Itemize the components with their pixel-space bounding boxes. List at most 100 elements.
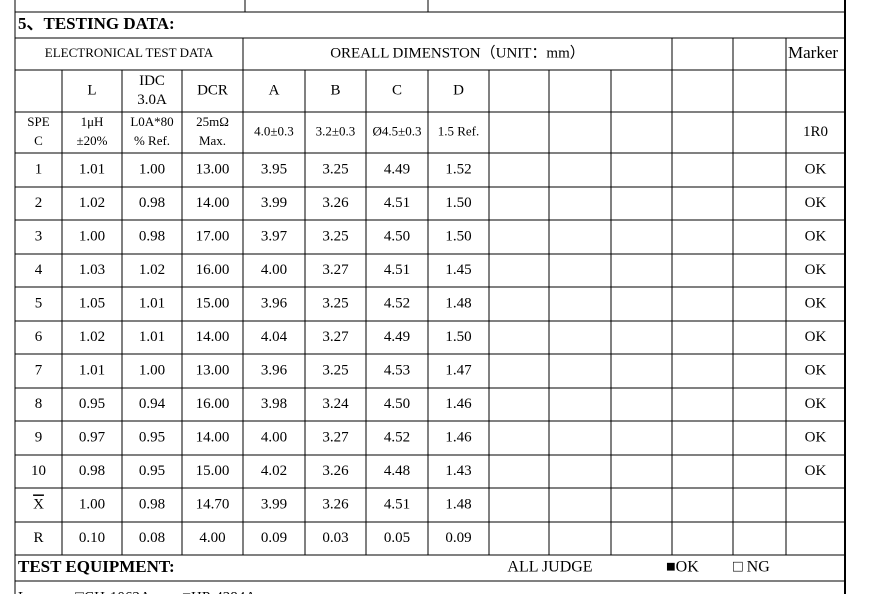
data-cell: 0.03 [322, 530, 348, 546]
row-label: 8 [35, 396, 43, 412]
data-cell: 1.46 [445, 429, 472, 445]
data-cell: 1.01 [139, 295, 165, 311]
spec-cell: % Ref. [134, 133, 170, 148]
spec-label: C [34, 133, 43, 148]
data-cell: 4.52 [384, 295, 410, 311]
marker-cell: OK [805, 429, 827, 445]
data-cell: 0.95 [139, 429, 165, 445]
data-cell: 4.00 [199, 530, 225, 546]
data-cell: 0.09 [261, 530, 287, 546]
data-cell: 0.95 [79, 396, 105, 412]
column-header: B [330, 82, 340, 98]
marker-cell: OK [805, 362, 827, 378]
data-cell: 0.10 [79, 530, 105, 546]
header-marker: Marker [788, 43, 838, 62]
data-cell: 1.52 [445, 161, 471, 177]
column-header: D [453, 82, 464, 98]
data-cell: 14.70 [196, 496, 230, 512]
data-cell: 3.26 [322, 195, 349, 211]
data-cell: 4.00 [261, 262, 287, 278]
data-cell: 4.51 [384, 262, 410, 278]
spec-cell: 1.5 Ref. [438, 123, 480, 138]
row-label: 4 [35, 262, 43, 278]
column-header: C [392, 82, 402, 98]
data-cell: 1.00 [79, 496, 105, 512]
data-cell: 4.00 [261, 429, 287, 445]
data-cell: 0.98 [139, 496, 165, 512]
spec-cell: 25mΩ [196, 114, 229, 129]
row-label: 3 [35, 228, 43, 244]
row-label: X [33, 496, 44, 512]
data-cell: 1.00 [139, 362, 165, 378]
column-header: 3.0A [137, 92, 167, 108]
row-label: 9 [35, 429, 43, 445]
data-cell: 1.01 [79, 161, 105, 177]
equipment-item: □CH-1062A [75, 589, 151, 594]
data-cell: 1.43 [445, 463, 471, 479]
data-cell: 3.25 [322, 161, 348, 177]
data-cell: 1.01 [139, 329, 165, 345]
data-cell: 3.99 [261, 496, 287, 512]
data-cell: 1.47 [445, 362, 472, 378]
data-cell: 1.50 [445, 228, 471, 244]
data-cell: 3.26 [322, 463, 349, 479]
data-cell: 3.26 [322, 496, 349, 512]
row-label: 5 [35, 295, 43, 311]
data-cell: 14.00 [196, 195, 230, 211]
marker-cell: OK [805, 262, 827, 278]
data-cell: 1.02 [79, 329, 105, 345]
spec-cell: L0A*80 [130, 114, 173, 129]
data-cell: 13.00 [196, 362, 230, 378]
data-cell: 1.50 [445, 329, 471, 345]
data-cell: 0.09 [445, 530, 471, 546]
spec-cell: 3.2±0.3 [316, 123, 356, 138]
data-cell: 3.98 [261, 396, 287, 412]
data-cell: 0.94 [139, 396, 166, 412]
data-cell: 1.00 [139, 161, 165, 177]
data-cell: 1.05 [79, 295, 105, 311]
spec-cell: ±20% [77, 133, 108, 148]
marker-cell: OK [805, 195, 827, 211]
data-cell: 4.50 [384, 228, 410, 244]
data-cell: 1.46 [445, 396, 472, 412]
data-cell: 3.25 [322, 362, 348, 378]
judge-ok: ■OK [666, 559, 699, 576]
data-cell: 3.95 [261, 161, 287, 177]
data-cell: 16.00 [196, 262, 230, 278]
data-cell: 1.00 [79, 228, 105, 244]
data-cell: 0.05 [384, 530, 410, 546]
marker-cell: OK [805, 295, 827, 311]
data-cell: 3.25 [322, 295, 348, 311]
data-cell: 4.51 [384, 496, 410, 512]
data-cell: 3.27 [322, 329, 349, 345]
spec-marker: 1R0 [803, 124, 828, 140]
data-cell: 3.96 [261, 295, 288, 311]
data-cell: 1.48 [445, 295, 471, 311]
data-cell: 1.03 [79, 262, 105, 278]
data-cell: 0.95 [139, 463, 165, 479]
header-dimension: OREALL DIMENSTON（UNIT：mm） [330, 44, 585, 61]
marker-cell: OK [805, 161, 827, 177]
data-cell: 0.98 [139, 195, 165, 211]
data-cell: 0.98 [79, 463, 105, 479]
data-cell: 13.00 [196, 161, 230, 177]
data-cell: 14.00 [196, 329, 230, 345]
data-cell: 3.97 [261, 228, 288, 244]
row-label: 2 [35, 195, 43, 211]
marker-cell: OK [805, 463, 827, 479]
marker-cell: OK [805, 329, 827, 345]
data-cell: 4.48 [384, 463, 410, 479]
data-cell: 3.27 [322, 262, 349, 278]
data-cell: 3.96 [261, 362, 288, 378]
spec-label: SPE [27, 114, 49, 129]
data-cell: 4.51 [384, 195, 410, 211]
data-cell: 4.49 [384, 329, 410, 345]
row-label: 6 [35, 329, 43, 345]
footer-title: TEST EQUIPMENT: [18, 557, 175, 576]
data-cell: 1.50 [445, 195, 471, 211]
judge-label: ALL JUDGE [507, 559, 592, 576]
data-cell: 15.00 [196, 295, 230, 311]
column-header: L [87, 82, 96, 98]
column-header: IDC [139, 73, 165, 89]
